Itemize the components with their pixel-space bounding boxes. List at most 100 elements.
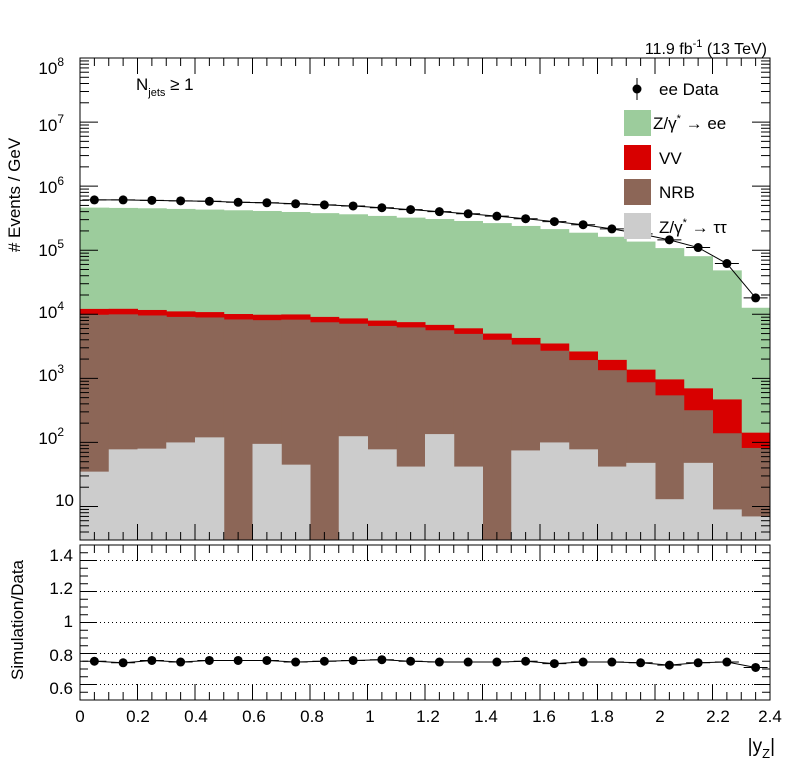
x-tick-label: 1.2 xyxy=(416,707,440,726)
ratio-point xyxy=(319,656,329,666)
ratio-point xyxy=(751,662,761,672)
x-axis-title: |yZ| xyxy=(748,736,775,761)
ratio-y-tick-label: 0.6 xyxy=(49,679,73,698)
bar-ztt xyxy=(367,449,397,540)
x-axis-title-sub: Z xyxy=(762,746,770,761)
ratio-point xyxy=(636,658,646,668)
top-y-tick-mantissa: 10 xyxy=(38,429,57,448)
x-axis-title-end: | xyxy=(770,736,775,757)
ratio-y-tick-label: 1.4 xyxy=(49,546,73,565)
bar-ztt xyxy=(597,466,627,540)
legend-swatch-vv xyxy=(624,145,651,170)
selection-sub: jets xyxy=(147,87,166,99)
top-y-tick-label: 102 xyxy=(38,425,64,448)
data-point xyxy=(406,205,416,215)
data-point xyxy=(291,199,301,209)
ratio-panel xyxy=(79,544,771,701)
bar-ztt xyxy=(137,448,167,540)
legend-label-vv: VV xyxy=(659,149,682,168)
bar-nrb xyxy=(482,339,512,540)
data-point xyxy=(607,224,617,234)
data-point xyxy=(578,220,588,230)
bar-nrb xyxy=(223,319,253,540)
ratio-point xyxy=(204,655,214,665)
data-point xyxy=(147,195,157,205)
selection-n: N xyxy=(136,75,148,94)
ratio-y-tick-labels: 0.6 0.8 1 1.2 1.4 xyxy=(49,546,73,698)
legend: ee Data Z/γ* → ee VV NRB Z/γ* → ττ xyxy=(624,78,727,239)
data-point xyxy=(176,196,186,206)
data-point xyxy=(492,211,502,221)
top-y-tick-label: 105 xyxy=(38,237,64,260)
x-tick-label: 1.6 xyxy=(532,707,556,726)
top-y-tick-exponent: 3 xyxy=(57,362,64,376)
bar-ztt xyxy=(166,442,196,540)
top-y-tick-exponent: 4 xyxy=(57,299,64,313)
ratio-line xyxy=(94,659,756,668)
ratio-point xyxy=(463,657,473,667)
x-tick-label: 2.2 xyxy=(706,707,730,726)
x-tick-label: 0.6 xyxy=(242,707,266,726)
legend-entry-nrb: NRB xyxy=(624,179,695,205)
bar-ztt xyxy=(195,437,225,540)
lumi-energy: (13 TeV) xyxy=(702,41,767,58)
top-y-tick-exponent: 2 xyxy=(57,425,64,439)
ratio-point xyxy=(262,655,272,665)
bar-ztt xyxy=(80,471,110,540)
data-point xyxy=(377,203,387,213)
selection-label: Njets ≥ 1 xyxy=(136,75,194,99)
bar-ztt xyxy=(396,466,426,540)
ratio-point xyxy=(147,655,157,665)
top-y-tick-mantissa: 10 xyxy=(38,59,57,78)
ratio-point xyxy=(176,657,186,667)
legend-label-nrb: NRB xyxy=(659,183,695,202)
legend-ztt-sup: * xyxy=(683,217,688,229)
bar-ztt xyxy=(683,462,713,540)
ratio-axis-ticks xyxy=(79,544,771,701)
ratio-point xyxy=(406,656,416,666)
ratio-y-tick-label: 0.8 xyxy=(49,646,73,665)
bar-ztt xyxy=(453,466,483,540)
ratio-y-tick-label: 1 xyxy=(64,612,73,631)
legend-swatch-nrb xyxy=(624,179,651,205)
legend-swatch-ztt xyxy=(624,213,651,239)
top-y-tick-exponent: 6 xyxy=(57,174,64,188)
ratio-point xyxy=(722,657,732,667)
bar-ztt xyxy=(511,450,541,540)
top-y-tick-mantissa: 10 xyxy=(38,366,57,385)
bar-ztt xyxy=(425,434,455,540)
top-y-tick-label: 103 xyxy=(38,362,64,385)
x-tick-label: 1 xyxy=(365,707,374,726)
data-point xyxy=(664,235,674,245)
bar-ztt xyxy=(741,516,771,540)
legend-zee-sup: * xyxy=(677,113,682,125)
top-y-tick-label: 106 xyxy=(38,174,64,197)
bar-ztt xyxy=(281,464,311,540)
ratio-point xyxy=(521,656,531,666)
ratio-y-tick-label: 1.2 xyxy=(49,579,73,598)
ratio-point xyxy=(434,657,444,667)
x-tick-label: 0.2 xyxy=(126,707,150,726)
data-point xyxy=(722,259,732,269)
x-tick-label: 0.4 xyxy=(184,707,208,726)
ratio-point xyxy=(291,657,301,667)
bar-ztt xyxy=(626,462,656,540)
ratio-point xyxy=(578,657,588,667)
data-point xyxy=(693,243,703,253)
top-y-tick-labels: 10 102 103 104 105 106 107 108 xyxy=(38,55,74,510)
data-point xyxy=(204,196,214,206)
ratio-y-axis-title: Simulation/Data xyxy=(8,559,27,680)
x-tick-label: 2.4 xyxy=(758,707,782,726)
top-y-tick-exponent: 7 xyxy=(57,112,64,126)
x-tick-label: 1.8 xyxy=(590,707,614,726)
legend-entry-ztt: Z/γ* → ττ xyxy=(624,213,727,239)
top-y-tick-mantissa: 10 xyxy=(38,116,57,135)
data-point xyxy=(262,198,272,208)
ratio-point xyxy=(492,657,502,667)
ratio-point xyxy=(89,656,99,666)
data-point xyxy=(751,293,761,303)
legend-swatch-zee xyxy=(624,110,651,136)
ratio-point xyxy=(549,659,559,669)
stacked-histogram xyxy=(80,207,771,541)
legend-entry-zee: Z/γ* → ee xyxy=(624,110,726,136)
